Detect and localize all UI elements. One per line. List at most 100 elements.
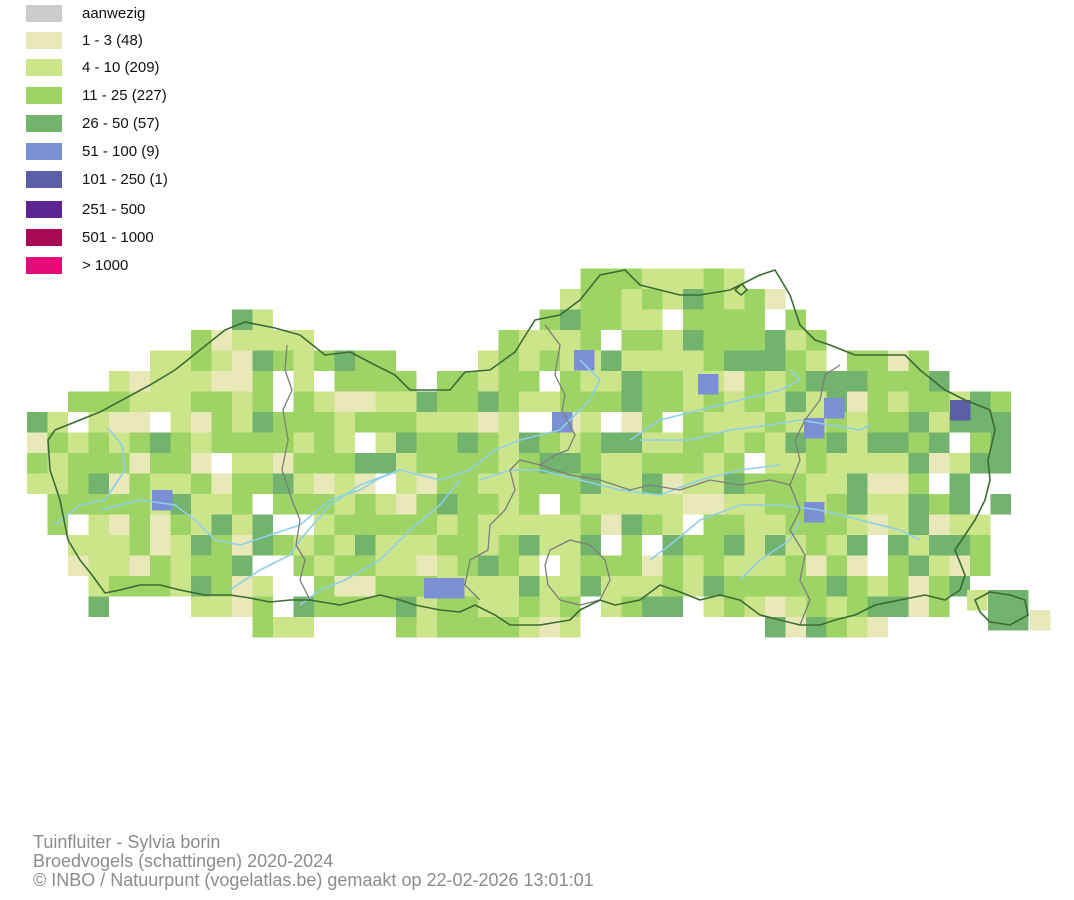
grid-cell <box>88 514 109 535</box>
grid-cell <box>498 453 519 474</box>
grid-cell <box>68 494 89 515</box>
grid-cell <box>498 371 519 392</box>
grid-cell <box>150 432 171 453</box>
grid-cell <box>211 514 232 535</box>
grid-cell <box>601 596 622 617</box>
grid-cell <box>621 432 642 453</box>
grid-cell <box>88 432 109 453</box>
legend-label: 251 - 500 <box>82 201 146 218</box>
grid-cell <box>929 535 950 556</box>
grid-cell <box>129 391 150 412</box>
grid-cell <box>642 391 663 412</box>
grid-cell <box>88 473 109 494</box>
grid-cell <box>703 350 724 371</box>
grid-cell <box>150 535 171 556</box>
voeren-outline <box>974 591 1029 626</box>
legend-swatch <box>26 32 62 49</box>
grid-cell <box>437 596 458 617</box>
grid-cell <box>170 371 191 392</box>
grid-cell <box>662 514 683 535</box>
grid-cell <box>232 432 253 453</box>
grid-cell <box>970 555 991 576</box>
grid-cell <box>211 576 232 597</box>
grid-cell <box>191 494 212 515</box>
grid-cell <box>437 453 458 474</box>
grid-cell <box>662 453 683 474</box>
grid-cell <box>457 617 478 638</box>
legend-label: 501 - 1000 <box>82 229 154 246</box>
grid-cell <box>211 555 232 576</box>
grid-cell <box>703 412 724 433</box>
legend-label: 101 - 250 (1) <box>82 171 168 188</box>
grid-cell <box>601 350 622 371</box>
grid-cell <box>785 391 806 412</box>
grid-cell <box>560 535 581 556</box>
grid-cell <box>232 535 253 556</box>
grid-cell <box>683 309 704 330</box>
grid-cell <box>109 514 130 535</box>
grid-cell <box>478 371 499 392</box>
grid-cell <box>539 309 560 330</box>
legend-swatch <box>26 87 62 104</box>
grid-cell <box>457 473 478 494</box>
grid-cell <box>355 412 376 433</box>
grid-cell <box>867 371 888 392</box>
border-antwerpen-vlbrabant <box>539 464 791 491</box>
grid-cell <box>478 350 499 371</box>
grid-cell <box>396 555 417 576</box>
grid-cell <box>642 453 663 474</box>
grid-cell <box>621 371 642 392</box>
grid-cell <box>457 432 478 453</box>
grid-cell <box>314 555 335 576</box>
grid-cell <box>396 596 417 617</box>
grid-cell <box>355 371 376 392</box>
grid-cell <box>662 535 683 556</box>
grid-cell <box>444 578 465 599</box>
grid-cell <box>724 371 745 392</box>
grid-cell <box>929 391 950 412</box>
grid-cell <box>334 371 355 392</box>
grid-cell <box>27 473 48 494</box>
grid-cell <box>806 576 827 597</box>
grid-cell <box>929 453 950 474</box>
grid-cell <box>334 453 355 474</box>
grid-cell <box>560 371 581 392</box>
grid-cell <box>416 412 437 433</box>
grid-cell <box>27 453 48 474</box>
grid-cell <box>806 350 827 371</box>
outer-border <box>47 269 1029 626</box>
grid-cell <box>888 453 909 474</box>
baarle-hertog-outline <box>734 283 748 296</box>
grid-cell <box>683 576 704 597</box>
grid-cell <box>211 391 232 412</box>
grid-cell <box>191 330 212 351</box>
grid-cell <box>765 617 786 638</box>
grid-cell <box>703 596 724 617</box>
border-vlbrabant-limburg <box>789 484 811 626</box>
grid-cell <box>293 432 314 453</box>
grid-cell <box>191 391 212 412</box>
grid-cell <box>908 576 929 597</box>
grid-cell <box>355 453 376 474</box>
grid-cell <box>519 350 540 371</box>
grid-cell <box>724 432 745 453</box>
grid-cell <box>334 473 355 494</box>
grid-cell <box>68 555 89 576</box>
grid-cell <box>170 391 191 412</box>
grid-cell <box>806 596 827 617</box>
grid-cell <box>539 350 560 371</box>
grid-cell <box>437 617 458 638</box>
grid-cell <box>355 391 376 412</box>
grid-cell <box>929 555 950 576</box>
grid-cell <box>826 535 847 556</box>
grid-cell <box>662 350 683 371</box>
grid-cell <box>847 576 868 597</box>
grid-cell <box>437 535 458 556</box>
legend-swatch <box>26 201 62 218</box>
grid-cell <box>642 555 663 576</box>
grid-cell <box>191 555 212 576</box>
grid-cell <box>847 555 868 576</box>
border-oostvl-antwerpen <box>539 324 576 466</box>
grid-cell <box>293 596 314 617</box>
